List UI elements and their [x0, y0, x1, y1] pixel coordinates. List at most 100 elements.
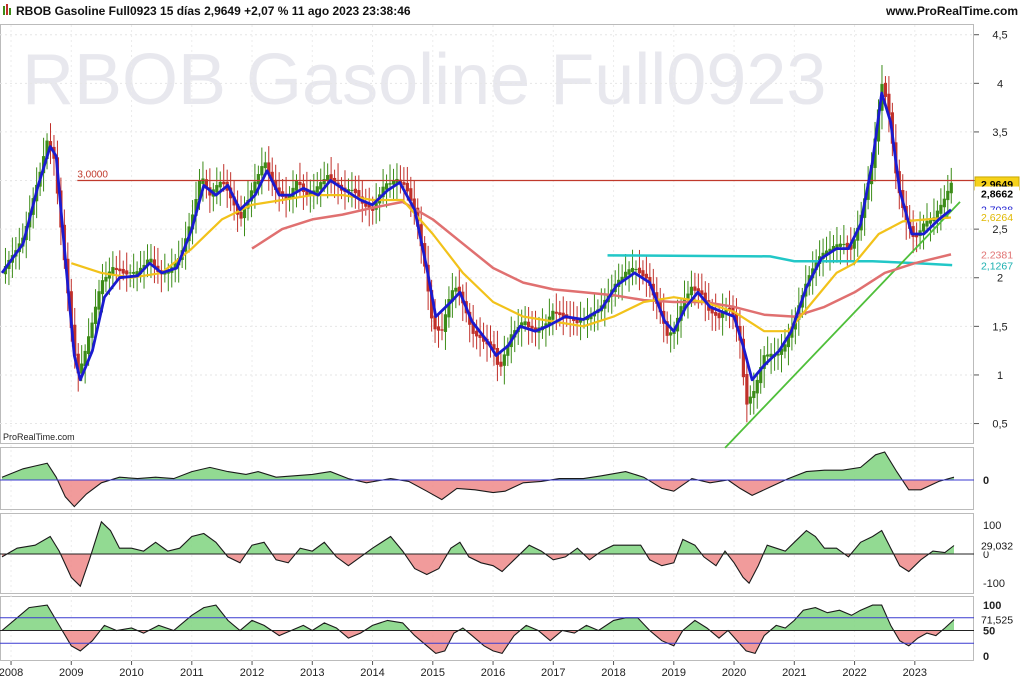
candle-body: [145, 259, 150, 267]
candle-body: [267, 162, 271, 175]
candle-body: [402, 182, 406, 185]
candle-body: [745, 374, 749, 405]
candle-body: [395, 178, 399, 184]
price-panel-frame: [0, 24, 974, 444]
osc1-line: [1, 451, 955, 508]
osc1-panel-frame: [0, 447, 974, 510]
candle-body: [783, 344, 787, 352]
candle-body: [620, 276, 624, 282]
candle-body: [114, 267, 118, 271]
x-axis-label: 2009: [59, 667, 83, 679]
candle-body: [686, 293, 690, 300]
osc3-axis-label: 100: [983, 600, 1001, 612]
x-axis-label: 2015: [421, 667, 445, 679]
candle-body: [305, 188, 309, 197]
candle-body: [204, 179, 209, 189]
watermark: RBOB Gasoline Full0923: [22, 40, 826, 120]
candle-body: [391, 180, 396, 185]
candle-body: [405, 182, 409, 192]
osc1-axis-label: 0: [983, 475, 989, 487]
candle-body: [693, 286, 697, 291]
candle-body: [915, 233, 919, 238]
osc3-panel-frame: [0, 596, 974, 661]
candle-body: [717, 313, 721, 319]
candle-body: [100, 280, 105, 295]
candle-body: [322, 179, 326, 185]
candle-body: [710, 308, 714, 314]
candle-body: [277, 187, 281, 195]
header-bar: [0, 0, 1024, 22]
candle-body: [530, 325, 534, 329]
osc2-axis-label: 0: [983, 549, 989, 561]
candle-body: [949, 182, 953, 194]
candle-body: [665, 321, 669, 336]
candle-body: [132, 271, 136, 274]
candle-body: [835, 244, 839, 250]
candle-body: [353, 188, 357, 194]
candle-body: [637, 267, 642, 274]
candle-body: [669, 332, 673, 336]
candle-body: [218, 181, 222, 188]
candle-body: [118, 268, 122, 272]
fast-moving-average: [0, 91, 952, 382]
osc3-value-box: [975, 612, 1019, 626]
candle-body: [125, 270, 129, 275]
axes-layer: 0,511,522,533,544,52,96492,86622,70382,6…: [0, 30, 1020, 679]
x-axis-label: 2008: [0, 667, 23, 679]
x-axis-label: 2014: [360, 667, 384, 679]
candle-body: [630, 267, 635, 273]
x-axis-label: 2013: [300, 667, 324, 679]
x-axis-label: 2011: [180, 667, 204, 679]
osc1-positive-area: [2, 452, 954, 480]
candle-body: [90, 322, 94, 338]
resistance-label: 3,0000: [77, 170, 108, 181]
candle-body: [87, 336, 91, 355]
candle-body: [641, 270, 645, 277]
brand-link[interactable]: www.ProRealTime.com: [885, 4, 1018, 18]
candle-body: [769, 353, 773, 358]
osc3-axis-label: 0: [983, 651, 989, 663]
candle-body: [194, 198, 198, 216]
candle-body: [242, 207, 247, 219]
candle-body: [346, 189, 351, 192]
candle-body: [215, 185, 219, 193]
price-axis-label: 4: [997, 78, 1003, 90]
candle-body: [409, 188, 413, 201]
x-axis-label: 2020: [722, 667, 746, 679]
candle-body: [928, 219, 933, 224]
mid-moving-average: [70, 194, 952, 333]
candle-body: [450, 290, 454, 302]
candle-body: [111, 267, 115, 275]
price-panel: 3,0000: [0, 65, 974, 449]
x-axis-label: 2010: [119, 667, 143, 679]
candle-body: [388, 183, 392, 185]
candle-body: [689, 286, 694, 296]
candle-body: [624, 271, 628, 279]
candle-body: [741, 338, 745, 378]
x-axis-label: 2022: [842, 667, 866, 679]
price-axis-label: 1,5: [992, 321, 1007, 333]
price-tag-label: 2,8662: [981, 189, 1013, 201]
candle-body: [454, 287, 458, 292]
candle-body: [554, 311, 558, 314]
candle-body: [849, 244, 853, 250]
price-tag-box: [975, 247, 1019, 261]
osc3-last-value: 71,525: [981, 615, 1013, 627]
candle-body: [222, 181, 226, 185]
candle-body: [845, 242, 849, 248]
candle-body: [755, 379, 759, 394]
candle-body: [551, 310, 555, 320]
candle-body: [263, 162, 267, 169]
candle-body: [481, 336, 486, 342]
candle-body: [942, 198, 946, 208]
osc3-negative-area: [2, 630, 954, 654]
oscillator-3-panel: [0, 604, 974, 655]
candle-body: [315, 186, 319, 193]
candle-body: [776, 353, 780, 356]
candle-body: [149, 258, 153, 263]
candle-body: [721, 311, 725, 318]
candle-body: [308, 192, 312, 196]
candle-body: [235, 204, 240, 215]
